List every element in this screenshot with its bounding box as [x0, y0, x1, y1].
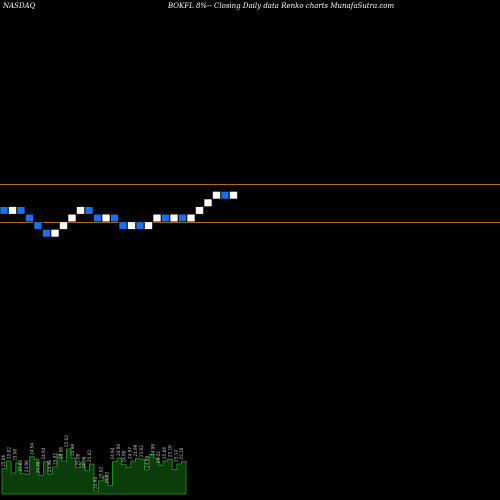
brick-up: [169, 213, 179, 223]
brick-up: [101, 213, 111, 223]
volume-label: 25.06: [162, 447, 167, 459]
volume-area: [1, 448, 187, 495]
brick-down: [220, 191, 230, 200]
volume-label: 24.90: [122, 450, 127, 462]
brick-down: [110, 213, 119, 223]
volume-label: 25.14: [173, 450, 178, 462]
brick-up: [144, 221, 153, 230]
brick-down: [161, 213, 170, 223]
brick-up: [212, 191, 221, 200]
brick-up: [67, 213, 77, 223]
volume-label: 25.06: [76, 453, 81, 465]
volume-label: 25.02: [87, 450, 92, 462]
volume-label: 24.98: [116, 444, 121, 456]
brick-up: [59, 221, 68, 230]
brick-down: [178, 213, 187, 223]
renko-bricks: [0, 191, 238, 238]
brick-down: [33, 221, 43, 230]
brick-down: [118, 221, 128, 230]
volume-label: 25.02: [64, 435, 69, 447]
brick-up: [152, 213, 162, 223]
brick-down: [25, 213, 34, 223]
volume-label: 24.98: [70, 444, 75, 456]
volume-label: 24.97: [127, 447, 132, 459]
exchange-label: NASDAQ: [3, 2, 36, 10]
volume-label: 25.10: [168, 445, 173, 457]
brick-up: [203, 198, 213, 207]
volume-label: 25.06: [1, 454, 6, 466]
brick-up: [50, 229, 60, 238]
volume-label: 25.02: [99, 466, 104, 478]
brick-up: [229, 191, 238, 200]
brick-up: [186, 213, 196, 223]
volume-label: 24.98: [93, 477, 98, 489]
reference-lines: [0, 184, 500, 223]
volume-label: 24.94: [110, 447, 115, 459]
volume-label: 24.98: [47, 460, 52, 472]
volume-label: 25.02: [156, 451, 161, 463]
volume-label: 25.02: [139, 445, 144, 457]
volume-label: 25.02: [18, 459, 23, 471]
volume-label: 24.94: [41, 447, 46, 459]
brick-up: [127, 221, 136, 230]
chart-title: BOKFL 8%-- Closing Daily data Renko char…: [168, 2, 395, 10]
brick-down: [16, 206, 26, 215]
volume-label: 24.90: [35, 461, 40, 473]
brick-down: [42, 229, 51, 238]
brick-down: [135, 221, 145, 230]
brick-up: [8, 206, 17, 215]
brick-down: [0, 206, 9, 215]
volume-label: 24.98: [150, 444, 155, 456]
volume-label: 24.94: [30, 442, 35, 454]
volume-label: 24.98: [145, 456, 150, 468]
volume-label: 25.02: [7, 447, 12, 459]
brick-up: [195, 206, 204, 215]
brick-up: [76, 206, 85, 215]
volume-label: 24.98: [81, 456, 86, 468]
volume-label: 25.06: [58, 447, 63, 459]
brick-down: [93, 213, 102, 223]
volume-label: 25.10: [179, 447, 184, 459]
volume-label: 24.98: [24, 460, 29, 472]
volume-label: 25.02: [104, 471, 109, 483]
brick-down: [84, 206, 94, 215]
volume-label: 25.06: [12, 448, 17, 460]
volume-label: 24.99: [133, 444, 138, 456]
volume-label: 25.02: [53, 453, 58, 465]
